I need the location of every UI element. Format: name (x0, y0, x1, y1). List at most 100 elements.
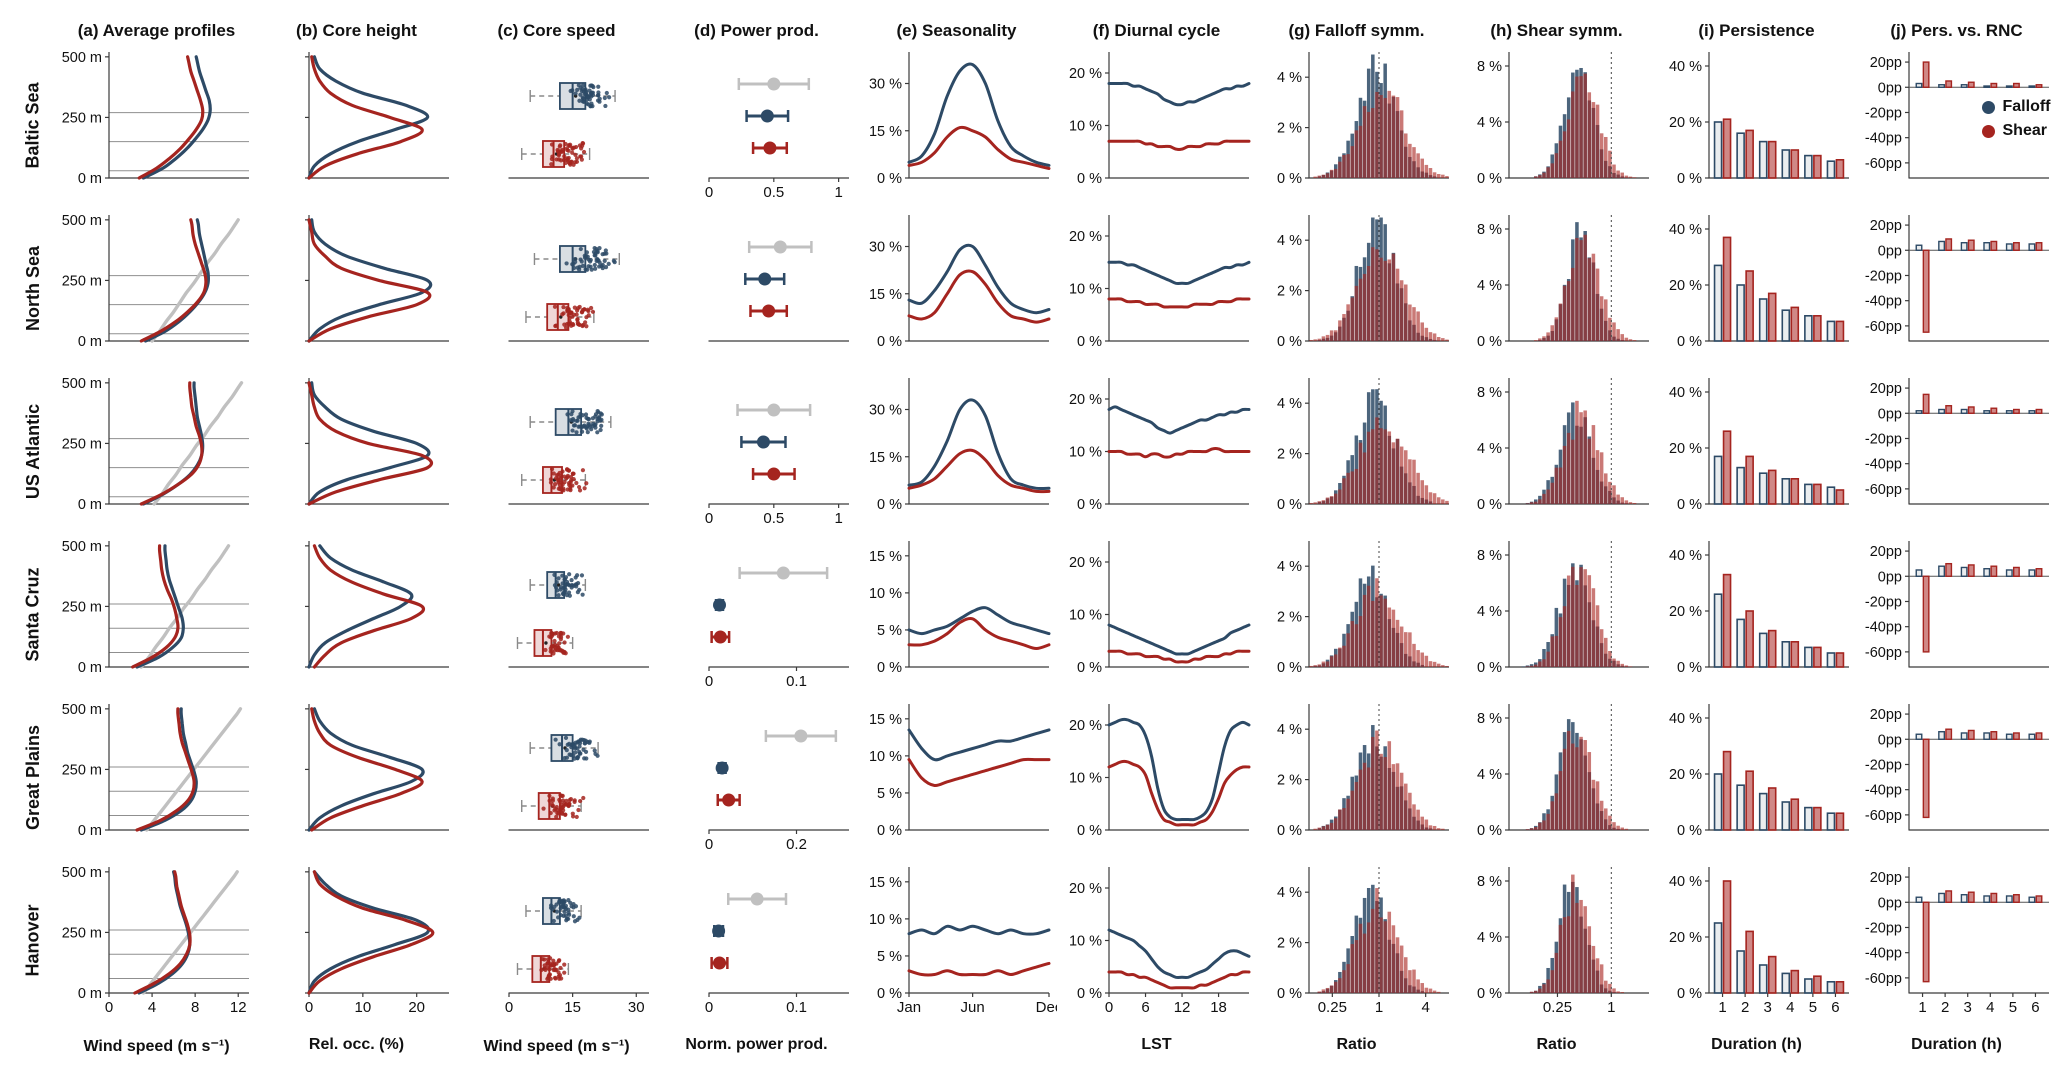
svg-text:20 %: 20 % (1068, 66, 1101, 82)
svg-text:5 %: 5 % (877, 786, 902, 802)
panel-f-hanover: 0 % 10 % 20 % 0 6 12 18 (1068, 867, 1250, 1016)
svg-text:0 m: 0 m (77, 986, 101, 1002)
svg-text:0.1: 0.1 (786, 673, 807, 690)
column-header-e: (e) Seasonality (896, 21, 1017, 40)
panel-b-hanover: 0 10 20 (304, 867, 449, 1016)
svg-text:30: 30 (627, 999, 644, 1016)
svg-text:0 %: 0 % (1277, 334, 1302, 350)
legend-shear-label: Shear (2002, 122, 2047, 139)
svg-text:6: 6 (1141, 999, 1149, 1016)
svg-text:0 %: 0 % (1277, 171, 1302, 187)
panel-i-baltic-sea: 0 % 20 % 40 % (1668, 52, 1849, 187)
svg-text:8 %: 8 % (1477, 222, 1502, 238)
svg-text:0: 0 (304, 999, 312, 1016)
column-header-j: (j) Pers. vs. RNC (1890, 21, 2023, 40)
svg-text:500 m: 500 m (61, 865, 101, 881)
row-label-baltic-sea: Baltic Sea (11, 44, 57, 207)
svg-text:500 m: 500 m (61, 213, 101, 229)
panel-g-great-plains: 0 % 2 % 4 % (1277, 704, 1449, 839)
svg-text:10 %: 10 % (1068, 445, 1101, 461)
svg-text:20 %: 20 % (1668, 441, 1701, 457)
svg-text:10 %: 10 % (868, 912, 901, 928)
svg-text:500 m: 500 m (61, 376, 101, 392)
svg-text:-40pp: -40pp (1864, 294, 1901, 310)
panel-h-hanover: 0 % 4 % 8 % 0.25 1 (1477, 867, 1649, 1016)
svg-text:250 m: 250 m (61, 762, 101, 778)
svg-text:0: 0 (704, 510, 712, 527)
svg-text:2 %: 2 % (1277, 284, 1302, 300)
panel-b-great-plains (304, 704, 449, 832)
svg-text:-40pp: -40pp (1864, 946, 1901, 962)
svg-text:0 %: 0 % (1477, 171, 1502, 187)
x-axis-label-j: Duration (h) (1911, 1036, 2002, 1053)
panel-g-us-atlantic: 0 % 2 % 4 % (1277, 378, 1449, 513)
row-label-us-atlantic: US Atlantic (11, 370, 57, 533)
svg-text:8 %: 8 % (1477, 59, 1502, 75)
panel-b-us-atlantic (304, 378, 449, 506)
svg-text:-40pp: -40pp (1864, 131, 1901, 147)
svg-text:0.1: 0.1 (786, 999, 807, 1016)
panel-e-north-sea: 0 % 15 % 30 % (868, 215, 1050, 350)
svg-text:10 %: 10 % (1068, 771, 1101, 787)
svg-text:20 %: 20 % (1668, 930, 1701, 946)
svg-text:8 %: 8 % (1477, 385, 1502, 401)
svg-text:0 %: 0 % (1277, 660, 1302, 676)
panel-d-north-sea (708, 240, 849, 342)
svg-text:20 %: 20 % (1068, 392, 1101, 408)
svg-text:40 %: 40 % (1668, 548, 1701, 564)
svg-text:4 %: 4 % (1277, 885, 1302, 901)
panel-e-santa-cruz: 0 % 5 % 10 % 15 % (868, 541, 1050, 676)
panel-c-baltic-sea (508, 82, 649, 179)
svg-text:-60pp: -60pp (1864, 645, 1901, 661)
x-axis-label-f: LST (1141, 1036, 1172, 1053)
svg-text:0 %: 0 % (1477, 497, 1502, 513)
svg-text:20pp: 20pp (1869, 544, 1901, 560)
svg-text:0 %: 0 % (1077, 334, 1102, 350)
svg-text:0 %: 0 % (877, 986, 902, 1002)
svg-text:12: 12 (229, 999, 246, 1016)
panel-h-baltic-sea: 0 % 4 % 8 % (1477, 52, 1649, 187)
column-header-c: (c) Core speed (497, 21, 616, 40)
svg-text:1: 1 (1374, 999, 1382, 1016)
row-label-hanover: Hanover (11, 859, 57, 1022)
svg-text:18: 18 (1210, 999, 1227, 1016)
svg-text:8: 8 (190, 999, 198, 1016)
panel-d-santa-cruz: 0 0.1 (704, 566, 849, 690)
svg-text:4 %: 4 % (1277, 70, 1302, 86)
panel-c-us-atlantic (508, 408, 649, 505)
svg-text:3: 3 (1963, 999, 1971, 1016)
svg-text:0.5: 0.5 (763, 184, 784, 201)
svg-text:-20pp: -20pp (1864, 757, 1901, 773)
svg-text:1: 1 (1607, 999, 1615, 1016)
svg-text:15 %: 15 % (868, 124, 901, 140)
panel-i-santa-cruz: 0 % 20 % 40 % (1668, 541, 1849, 676)
legend-falloff-swatch (1981, 100, 1995, 114)
svg-text:8 %: 8 % (1477, 711, 1502, 727)
panel-a-hanover: 0 m 250 m 500 m 0 4 8 12 (61, 865, 249, 1016)
svg-text:20 %: 20 % (1068, 718, 1101, 734)
panel-f-north-sea: 0 % 10 % 20 % (1068, 215, 1250, 350)
figure-grid: (a) Average profiles (b) Core height (c) C… (11, 8, 2057, 1068)
x-axis-label-e (857, 1022, 1057, 1068)
svg-text:0 m: 0 m (77, 334, 101, 350)
svg-text:10 %: 10 % (1068, 119, 1101, 135)
svg-text:0 %: 0 % (1677, 986, 1702, 1002)
panel-j-us-atlantic: 20pp 0pp -20pp -40pp -60pp (1864, 378, 2049, 505)
svg-text:2 %: 2 % (1277, 447, 1302, 463)
svg-text:0 m: 0 m (77, 823, 101, 839)
panel-g-santa-cruz: 0 % 2 % 4 % (1277, 541, 1449, 676)
svg-text:4 %: 4 % (1477, 278, 1502, 294)
svg-text:0: 0 (704, 999, 712, 1016)
svg-text:-60pp: -60pp (1864, 319, 1901, 335)
svg-text:1: 1 (834, 510, 842, 527)
svg-text:10: 10 (354, 999, 371, 1016)
panel-a-baltic-sea: 0 m 250 m 500 m (61, 50, 249, 187)
svg-text:1: 1 (1918, 999, 1926, 1016)
svg-text:-40pp: -40pp (1864, 620, 1901, 636)
legend: Falloff Shear (1977, 96, 2055, 142)
svg-text:40 %: 40 % (1668, 59, 1701, 75)
svg-text:0.25: 0.25 (1317, 999, 1346, 1016)
svg-text:15 %: 15 % (868, 875, 901, 891)
svg-text:20: 20 (408, 999, 425, 1016)
legend-falloff-label: Falloff (2002, 98, 2051, 115)
